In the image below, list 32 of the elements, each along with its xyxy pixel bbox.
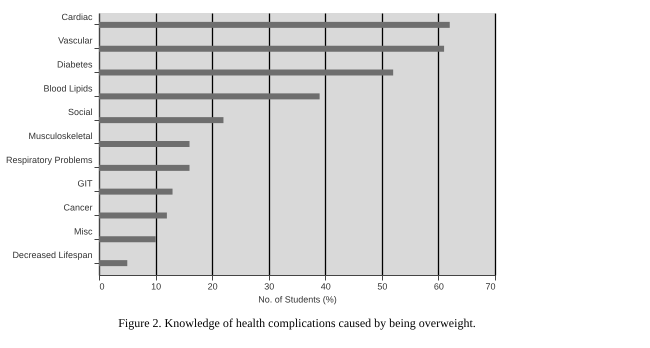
bar <box>99 93 320 100</box>
x-tick-label: 40 <box>320 282 331 292</box>
y-tick-label: Cardiac <box>61 12 93 22</box>
x-tick-label: 10 <box>151 282 162 292</box>
bar <box>99 117 224 124</box>
y-tick-label: Musculoskeletal <box>28 131 92 141</box>
y-tick-label: GIT <box>78 178 93 189</box>
bar <box>99 164 190 171</box>
x-tick-label: 0 <box>100 282 105 292</box>
x-tick-label: 30 <box>264 282 274 292</box>
bar <box>99 70 394 76</box>
bar <box>99 22 450 28</box>
bar <box>99 212 167 218</box>
x-tick-label: 70 <box>485 282 496 292</box>
y-tick-label: Misc <box>74 226 93 236</box>
bar <box>99 188 173 195</box>
y-tick-label: Decreased Lifespan <box>12 250 92 260</box>
y-tick-label: Vascular <box>58 36 92 46</box>
y-tick-label: Cancer <box>63 202 92 212</box>
bar <box>99 141 190 147</box>
y-tick-label: Blood Lipids <box>43 83 93 94</box>
bar <box>99 46 444 52</box>
x-tick-label: 50 <box>377 282 388 292</box>
caption: Figure 2. Knowledge of health complications caused by being overweight. <box>118 316 476 330</box>
y-tick-label: Diabetes <box>56 60 93 70</box>
bar <box>99 236 156 242</box>
y-tick-label: Respiratory Problems <box>6 154 93 165</box>
x-axis-title: No. of Students (%) <box>258 294 337 304</box>
bar <box>99 260 128 266</box>
x-tick-label: 60 <box>434 282 444 292</box>
x-tick-label: 20 <box>208 282 218 292</box>
y-tick-label: Social <box>68 107 92 118</box>
